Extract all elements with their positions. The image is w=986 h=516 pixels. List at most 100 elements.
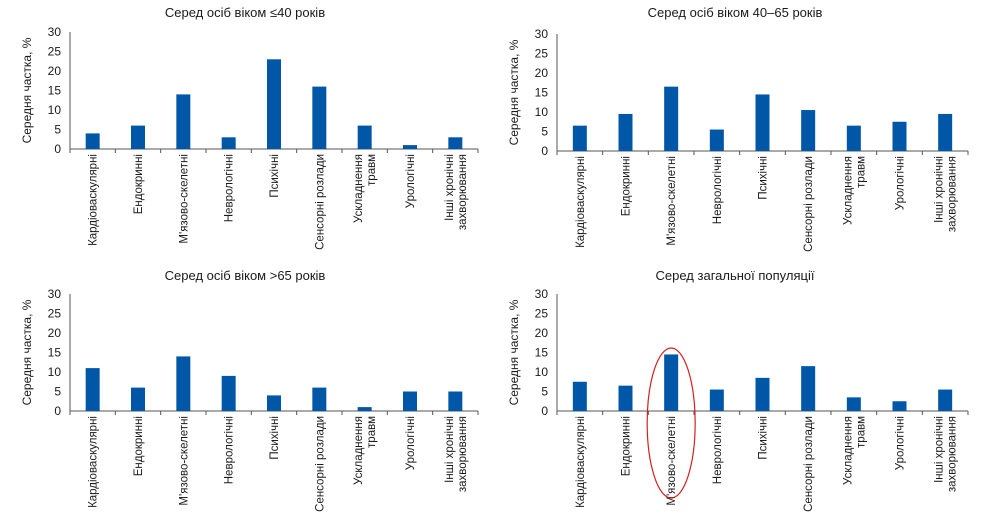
bar [664, 86, 679, 151]
x-category-label: Кардіоваскулярні [88, 154, 100, 246]
bar [892, 121, 907, 151]
bar [755, 377, 770, 411]
x-category-label: Сенсорні розлади [803, 416, 815, 512]
x-category-label: травм [366, 416, 378, 448]
bar [267, 59, 281, 149]
x-category-label: Ендокринні [133, 416, 145, 476]
bar [221, 137, 236, 149]
y-tick-label: 15 [535, 86, 549, 100]
chart-title: Серед осіб віком 40–65 років [648, 5, 823, 20]
y-tick-label: 15 [535, 346, 549, 360]
x-category-label: травм [366, 154, 378, 186]
bar [131, 125, 145, 149]
x-category-label: Неврологічні [712, 156, 724, 224]
y-tick-label: 10 [48, 103, 62, 117]
x-category-label: Психічні [758, 156, 770, 200]
bar [312, 387, 327, 411]
x-category-label: Психічні [269, 154, 281, 198]
x-category-label: М'язово-скелетні [666, 416, 678, 506]
bar [892, 401, 907, 411]
bar [938, 389, 953, 411]
bar [403, 145, 417, 149]
bar [267, 395, 281, 411]
y-tick-label: 5 [54, 123, 61, 137]
x-category-label: Ендокринні [133, 154, 145, 214]
y-tick-label: 25 [48, 45, 62, 59]
x-category-label: М'язово-скелетні [666, 156, 678, 246]
x-category-label: травм [855, 156, 867, 188]
bar [176, 94, 191, 149]
x-category-label: Ускладнення [353, 154, 365, 223]
y-tick-label: 15 [48, 84, 62, 98]
x-category-label: Неврологічні [712, 416, 724, 484]
x-category-label: Ендокринні [621, 416, 633, 476]
x-category-label: захворювання [947, 156, 959, 232]
y-tick-label: 25 [535, 47, 549, 61]
y-tick-label: 30 [535, 287, 549, 301]
x-category-label: Інші хронічні [444, 416, 456, 483]
bar [221, 375, 236, 411]
y-tick-label: 0 [54, 404, 61, 418]
chart-panel-2: Серед осіб віком 40–65 років Середня част… [507, 5, 969, 252]
x-category-label: Ускладнення [842, 416, 854, 485]
bar [85, 133, 100, 149]
x-category-label: Ендокринні [621, 156, 633, 216]
y-tick-label: 20 [535, 66, 549, 80]
x-category-label: Інші хронічні [444, 154, 456, 221]
bar [664, 354, 679, 411]
bar [572, 125, 587, 151]
y-tick-label: 5 [541, 125, 548, 139]
bar [131, 387, 145, 411]
x-category-label: Кардіоваскулярні [88, 416, 100, 508]
x-category-label: Психічні [758, 416, 770, 460]
x-category-label: Кардіоваскулярні [575, 156, 587, 248]
bar [618, 113, 633, 151]
bar [85, 368, 100, 411]
y-tick-label: 10 [535, 105, 549, 119]
x-category-label: захворювання [457, 416, 469, 492]
y-axis-label: Середня частка, % [20, 37, 34, 143]
x-category-label: Сенсорні розлади [314, 154, 326, 250]
bar [448, 391, 463, 411]
x-category-label: травм [855, 416, 867, 448]
chart-panel-4: Серед загальної популяції Середня частка,… [507, 268, 969, 512]
x-category-label: захворювання [457, 154, 469, 230]
chart-title: Серед осіб віком ≤40 років [165, 5, 325, 20]
y-tick-label: 20 [48, 64, 62, 78]
x-category-label: Психічні [269, 416, 281, 460]
x-category-label: Інші хронічні [934, 156, 946, 223]
y-tick-label: 25 [535, 307, 549, 321]
bar [755, 94, 770, 151]
chart-panel-3: Серед осіб віком >65 років Середня частка… [20, 268, 479, 512]
y-tick-label: 20 [535, 326, 549, 340]
x-category-label: Кардіоваскулярні [575, 416, 587, 508]
x-category-label: Урологічні [895, 416, 907, 470]
chart-title: Серед загальної популяції [656, 268, 815, 283]
y-axis-label: Середня частка, % [507, 299, 521, 405]
x-category-label: Сенсорні розлади [803, 156, 815, 252]
x-category-label: захворювання [947, 416, 959, 492]
y-tick-label: 0 [54, 142, 61, 156]
y-tick-label: 10 [48, 365, 62, 379]
x-category-label: Інші хронічні [934, 416, 946, 483]
y-axis-label: Середня частка, % [507, 39, 521, 145]
bar [709, 389, 724, 411]
y-tick-label: 5 [54, 385, 61, 399]
y-tick-label: 30 [48, 25, 62, 39]
bar [846, 125, 861, 151]
x-category-label: Сенсорні розлади [314, 416, 326, 512]
y-tick-label: 10 [535, 365, 549, 379]
bar [801, 110, 816, 151]
x-category-label: Ускладнення [353, 416, 365, 485]
y-tick-label: 30 [535, 27, 549, 41]
y-tick-label: 25 [48, 307, 62, 321]
bar [709, 129, 724, 151]
y-tick-label: 15 [48, 346, 62, 360]
y-tick-label: 20 [48, 326, 62, 340]
bar [801, 366, 816, 411]
bar [357, 125, 372, 149]
bar [176, 356, 191, 411]
x-category-label: М'язово-скелетні [178, 416, 190, 506]
highlight-ellipse [646, 347, 696, 499]
